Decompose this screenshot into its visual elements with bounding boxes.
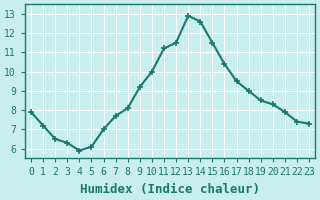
X-axis label: Humidex (Indice chaleur): Humidex (Indice chaleur): [80, 183, 260, 196]
